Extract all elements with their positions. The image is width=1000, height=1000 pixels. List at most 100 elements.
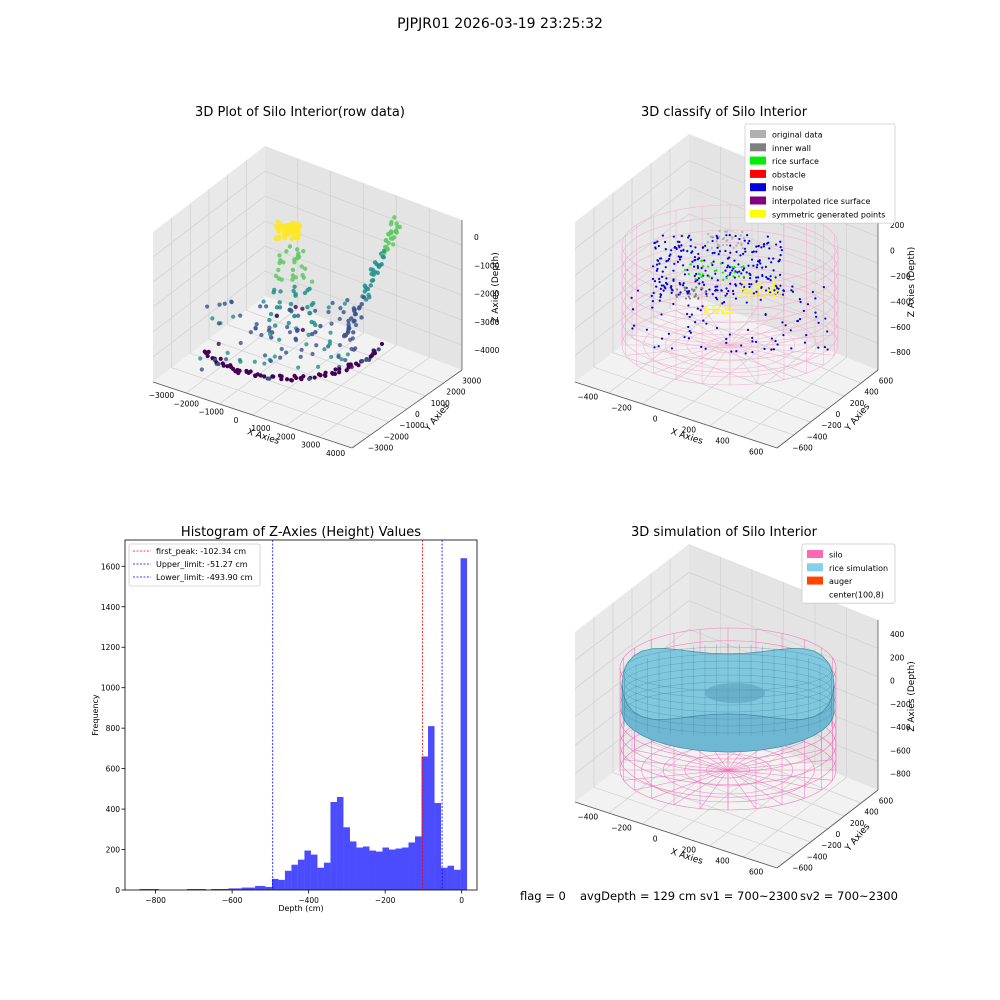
data-point bbox=[750, 258, 754, 261]
data-point bbox=[664, 281, 668, 284]
sim-y-tick-label: −400 bbox=[807, 852, 828, 861]
data-point bbox=[687, 325, 690, 329]
sim-silo-spoke bbox=[634, 769, 729, 791]
data-point bbox=[348, 337, 353, 342]
data-point bbox=[713, 251, 716, 254]
data-point bbox=[659, 293, 662, 296]
data-point bbox=[294, 247, 300, 252]
data-point bbox=[310, 351, 315, 357]
y-tick-label: 1600 bbox=[101, 562, 120, 571]
data-point bbox=[677, 255, 680, 258]
y-tick-label: 600 bbox=[106, 765, 121, 774]
data-point bbox=[671, 289, 674, 292]
chart-classify: 3D classify of Silo Interior −400 −200 0 200… bbox=[574, 105, 917, 457]
data-point bbox=[714, 296, 718, 299]
data-point bbox=[682, 282, 685, 285]
data-point bbox=[773, 280, 776, 284]
data-point bbox=[631, 327, 634, 330]
sim-y-tick-label: 200 bbox=[850, 819, 865, 828]
data-point bbox=[707, 232, 710, 236]
surface-mesh-line bbox=[623, 681, 833, 727]
cls-legend-swatch bbox=[750, 196, 766, 205]
data-point bbox=[751, 336, 754, 340]
data-point bbox=[267, 376, 272, 381]
data-point bbox=[781, 293, 785, 296]
data-point bbox=[326, 305, 331, 310]
data-point bbox=[701, 305, 704, 308]
data-point bbox=[670, 347, 674, 350]
data-point bbox=[760, 286, 763, 289]
sim-grid-line bbox=[743, 607, 847, 858]
data-point bbox=[356, 306, 362, 311]
data-point bbox=[702, 265, 705, 268]
data-point bbox=[259, 332, 264, 338]
data-point bbox=[658, 299, 661, 302]
data-point bbox=[756, 263, 759, 266]
data-point bbox=[353, 346, 358, 351]
data-point bbox=[751, 340, 754, 343]
data-point bbox=[329, 321, 334, 326]
data-point bbox=[295, 327, 300, 333]
data-point bbox=[386, 231, 391, 237]
cls-silo-spoke bbox=[729, 334, 835, 346]
data-point bbox=[366, 292, 371, 298]
data-point bbox=[655, 263, 659, 266]
data-point bbox=[384, 244, 389, 250]
x-tick-label: 0 bbox=[459, 896, 464, 905]
raw-z-axis-label: Z Axies (Depth) bbox=[491, 252, 501, 323]
raw-y-tick-label: −2000 bbox=[384, 432, 410, 441]
data-point bbox=[693, 288, 696, 291]
data-point bbox=[756, 282, 760, 285]
data-point bbox=[743, 267, 746, 270]
data-point bbox=[392, 215, 397, 220]
cls-silo-spoke bbox=[729, 344, 824, 366]
data-point bbox=[760, 246, 763, 249]
data-point bbox=[290, 273, 296, 278]
data-point bbox=[275, 219, 281, 225]
data-point bbox=[254, 322, 259, 327]
data-point bbox=[746, 328, 750, 331]
data-point bbox=[735, 250, 738, 253]
data-point bbox=[395, 224, 400, 230]
raw-y-tick-label: 0 bbox=[415, 410, 420, 419]
data-point bbox=[341, 310, 346, 315]
cls-legend-label: inner wall bbox=[772, 144, 811, 153]
sim-z-tick-label: −800 bbox=[890, 770, 911, 779]
data-point bbox=[817, 321, 820, 324]
cls-silo-spoke bbox=[729, 310, 785, 346]
data-point bbox=[682, 248, 685, 251]
data-point bbox=[716, 298, 719, 301]
data-point bbox=[729, 251, 732, 254]
data-point bbox=[726, 274, 729, 277]
data-point bbox=[737, 263, 740, 266]
data-point bbox=[754, 340, 758, 343]
cls-grid-line bbox=[669, 148, 862, 384]
data-point bbox=[716, 246, 719, 249]
y-tick-label: 1200 bbox=[101, 643, 120, 652]
data-point bbox=[715, 326, 719, 330]
data-point bbox=[342, 332, 347, 338]
data-point bbox=[252, 359, 257, 364]
cls-legend-swatch bbox=[750, 183, 766, 192]
data-point bbox=[741, 288, 744, 291]
data-point bbox=[284, 230, 290, 236]
data-point bbox=[394, 230, 399, 235]
sim-legend-swatch bbox=[807, 576, 823, 585]
data-point bbox=[238, 359, 243, 364]
data-point bbox=[711, 293, 714, 296]
data-point bbox=[380, 254, 385, 259]
data-point bbox=[717, 309, 720, 313]
data-point bbox=[695, 272, 698, 276]
data-point bbox=[747, 296, 750, 299]
data-point bbox=[300, 327, 305, 333]
data-point bbox=[743, 247, 747, 250]
data-point bbox=[720, 289, 723, 292]
data-point bbox=[732, 246, 735, 249]
data-point bbox=[679, 291, 682, 294]
cls-z-axis-label: Z Axies (Depth) bbox=[907, 247, 917, 318]
data-point bbox=[722, 236, 726, 240]
data-point bbox=[721, 271, 724, 274]
cls-y-tick-label: 0 bbox=[836, 410, 841, 419]
avg-depth-text: avgDepth = 129 cm bbox=[580, 889, 697, 903]
data-point bbox=[274, 313, 280, 318]
